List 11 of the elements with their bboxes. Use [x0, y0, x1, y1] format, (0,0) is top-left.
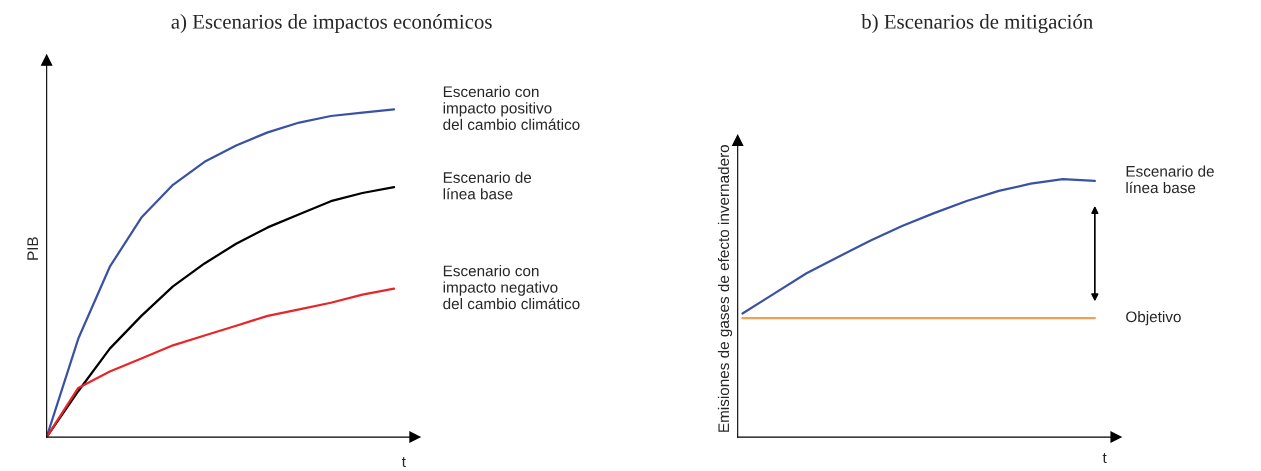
x-axis-title: t — [401, 457, 406, 468]
y-axis-title: Emisiones de gases de efecto invernadero — [717, 144, 733, 432]
text: Objetivo — [1126, 311, 1181, 326]
x-axis-title: t — [1102, 453, 1107, 464]
chart-title: a) Escenarios de impactos económicos — [171, 14, 492, 34]
text: Escenario de línea base — [443, 171, 532, 200]
text: Escenario con impacto negativo del cambio climático — [443, 265, 580, 310]
text: Escenario de línea base — [1126, 165, 1214, 194]
y-axis-title: PIB — [27, 237, 38, 260]
chart-title: b) Escenarios de mitigación — [861, 14, 1093, 34]
text: Escenario con impacto positivo del cambio climático — [443, 85, 580, 130]
